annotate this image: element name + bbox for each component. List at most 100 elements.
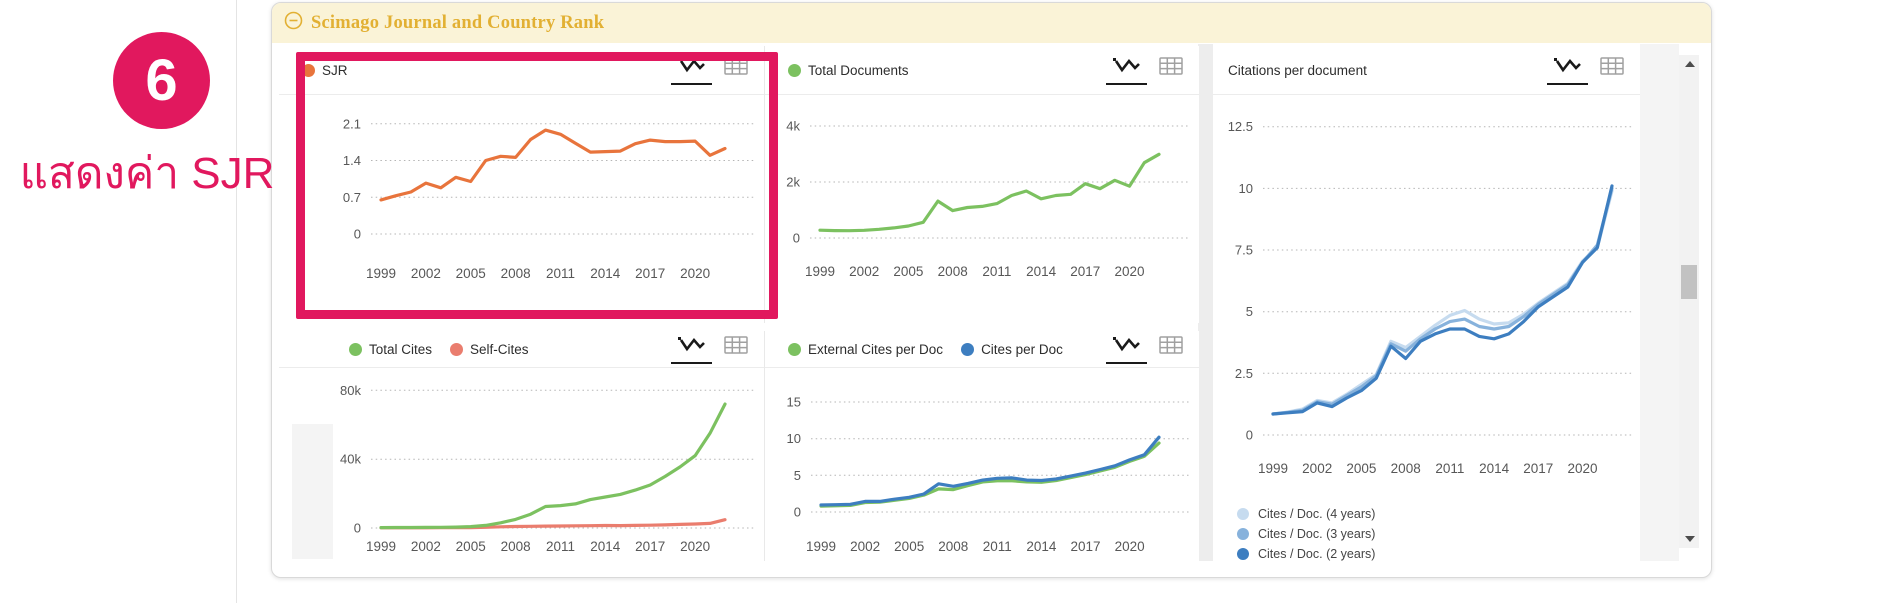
svg-text:2020: 2020 bbox=[1115, 539, 1145, 554]
svg-text:7.5: 7.5 bbox=[1235, 243, 1253, 258]
svg-text:2002: 2002 bbox=[411, 539, 441, 554]
svg-text:2002: 2002 bbox=[849, 264, 879, 279]
cites-per-doc-card-header: External Cites per Doc Cites per Doc bbox=[765, 331, 1199, 368]
svg-text:2005: 2005 bbox=[456, 266, 486, 281]
sjr-card-header: SJR bbox=[279, 46, 764, 95]
chart-view-toggle bbox=[1547, 55, 1624, 85]
svg-text:2014: 2014 bbox=[1479, 461, 1510, 475]
svg-text:2.5: 2.5 bbox=[1235, 366, 1253, 381]
table-view-icon[interactable] bbox=[724, 55, 748, 84]
table-view-icon[interactable] bbox=[1159, 55, 1183, 84]
line-chart-view-icon[interactable] bbox=[1547, 55, 1588, 85]
total-documents-series-label: Total Documents bbox=[808, 62, 909, 78]
citations-chart-title: Citations per document bbox=[1228, 62, 1367, 78]
svg-text:2011: 2011 bbox=[983, 539, 1012, 554]
citations-per-document-chart-card: Citations per document 0 2.5 5 7.5 10 12.5 199… bbox=[1213, 46, 1640, 561]
svg-text:4k: 4k bbox=[786, 119, 800, 134]
svg-text:2011: 2011 bbox=[1435, 461, 1464, 475]
total-cites-plot: 0 40k 80k 1999 2002 2005 2008 2011 2014 2017 2020 bbox=[340, 383, 754, 554]
citations-card-header: Citations per document bbox=[1213, 46, 1640, 95]
cites-doc-2y-label: Cites / Doc. (2 years) bbox=[1258, 547, 1376, 561]
svg-text:2017: 2017 bbox=[635, 266, 665, 281]
panel-title: Scimago Journal and Country Rank bbox=[311, 12, 605, 33]
svg-text:2020: 2020 bbox=[680, 539, 710, 554]
cites-per-doc-legend: External Cites per Doc Cites per Doc bbox=[788, 342, 1106, 357]
line-chart-view-icon[interactable] bbox=[1106, 334, 1147, 364]
total-cites-legend: Total Cites Self-Cites bbox=[349, 342, 671, 357]
total-documents-legend: Total Documents bbox=[788, 63, 1106, 78]
external-cites-series-dot bbox=[788, 342, 801, 356]
cites-doc-3y-dot bbox=[1237, 528, 1249, 540]
svg-text:2008: 2008 bbox=[938, 539, 968, 554]
svg-text:2008: 2008 bbox=[938, 264, 968, 279]
svg-text:1999: 1999 bbox=[805, 264, 835, 279]
legend-item: Total Cites bbox=[349, 342, 432, 357]
line-chart-view-icon[interactable] bbox=[671, 334, 712, 364]
chart-view-toggle bbox=[671, 55, 748, 85]
svg-text:2002: 2002 bbox=[850, 539, 880, 554]
content-divider-line bbox=[236, 0, 237, 603]
table-view-icon[interactable] bbox=[1600, 55, 1624, 84]
cites-per-doc-series-dot bbox=[961, 342, 975, 356]
svg-text:0.7: 0.7 bbox=[343, 190, 361, 205]
svg-text:2008: 2008 bbox=[501, 539, 531, 554]
line-chart-view-icon[interactable] bbox=[671, 55, 712, 85]
svg-text:2k: 2k bbox=[786, 175, 800, 190]
citations-title-wrap: Citations per document bbox=[1228, 63, 1547, 78]
svg-text:0: 0 bbox=[1246, 428, 1253, 443]
svg-text:10: 10 bbox=[787, 431, 801, 446]
sjr-chart-card: SJR 0 0.7 1.4 2.1 1999 2002 2005 2008 2011 2014 20… bbox=[279, 46, 764, 323]
svg-text:40k: 40k bbox=[340, 452, 361, 467]
svg-text:2014: 2014 bbox=[590, 539, 621, 554]
scimago-panel: Scimago Journal and Country Rank SJR 0 0.… bbox=[271, 2, 1712, 578]
total-cites-series-dot bbox=[349, 342, 362, 356]
total-cites-card-header: Total Cites Self-Cites bbox=[279, 331, 764, 368]
svg-text:2008: 2008 bbox=[1391, 461, 1421, 475]
total-documents-chart-card: Total Documents 0 2k 4k 1999 2002 2005 2008 201… bbox=[764, 46, 1199, 323]
svg-text:2008: 2008 bbox=[501, 266, 531, 281]
legend-item: Cites / Doc. (2 years) bbox=[1237, 544, 1375, 564]
collapse-minus-icon[interactable] bbox=[284, 11, 303, 35]
svg-text:2.1: 2.1 bbox=[343, 116, 361, 131]
scroll-down-arrow[interactable] bbox=[1685, 536, 1695, 542]
annotation-step-badge: 6 bbox=[113, 32, 210, 129]
svg-text:2002: 2002 bbox=[411, 266, 441, 281]
legend-item: Cites / Doc. (3 years) bbox=[1237, 524, 1375, 544]
vertical-scrollbar[interactable] bbox=[1679, 55, 1699, 548]
total-cites-series-label: Total Cites bbox=[369, 341, 433, 357]
line-chart-view-icon[interactable] bbox=[1106, 55, 1147, 85]
sjr-plot: 0 0.7 1.4 2.1 1999 2002 2005 2008 2011 2014 2017 20… bbox=[343, 116, 754, 281]
scroll-thumb[interactable] bbox=[1681, 265, 1697, 299]
svg-text:15: 15 bbox=[787, 395, 801, 410]
self-cites-series-dot bbox=[450, 342, 464, 356]
table-view-icon[interactable] bbox=[1159, 334, 1183, 363]
chart-view-toggle bbox=[1106, 55, 1183, 85]
svg-text:2014: 2014 bbox=[1026, 264, 1057, 279]
svg-text:1999: 1999 bbox=[1258, 461, 1288, 475]
annotation-label: แสดงค่า SJR bbox=[19, 149, 275, 198]
bottom-left-gap-strip bbox=[292, 424, 333, 559]
chart-view-toggle bbox=[1106, 334, 1183, 364]
right-gap-strip bbox=[1640, 44, 1679, 561]
citations-bottom-legend: Cites / Doc. (4 years) Cites / Doc. (3 y… bbox=[1237, 504, 1375, 564]
cites-doc-3y-label: Cites / Doc. (3 years) bbox=[1258, 527, 1376, 541]
svg-text:0: 0 bbox=[354, 521, 361, 536]
cites-per-doc-series-label: Cites per Doc bbox=[981, 341, 1063, 357]
scroll-up-arrow[interactable] bbox=[1685, 61, 1695, 67]
table-view-icon[interactable] bbox=[724, 334, 748, 363]
citations-per-document-plot: 0 2.5 5 7.5 10 12.5 1999 2002 2005 2008 2011 2014 20… bbox=[1228, 119, 1632, 475]
svg-text:1.4: 1.4 bbox=[343, 153, 361, 168]
svg-text:2014: 2014 bbox=[1026, 539, 1057, 554]
svg-text:80k: 80k bbox=[340, 383, 361, 398]
cites-doc-4y-dot bbox=[1237, 508, 1249, 520]
svg-text:1999: 1999 bbox=[366, 539, 396, 554]
total-documents-card-header: Total Documents bbox=[765, 46, 1199, 95]
svg-text:10: 10 bbox=[1239, 181, 1253, 196]
legend-item: External Cites per Doc bbox=[788, 342, 943, 357]
svg-text:2005: 2005 bbox=[893, 264, 923, 279]
chart-view-toggle bbox=[671, 334, 748, 364]
svg-text:0: 0 bbox=[794, 505, 801, 520]
svg-text:2017: 2017 bbox=[1070, 264, 1100, 279]
total-cites-chart-card: Total Cites Self-Cites 0 40k 80k 1999 2002 20… bbox=[279, 331, 764, 561]
external-cites-series-label: External Cites per Doc bbox=[808, 341, 944, 357]
